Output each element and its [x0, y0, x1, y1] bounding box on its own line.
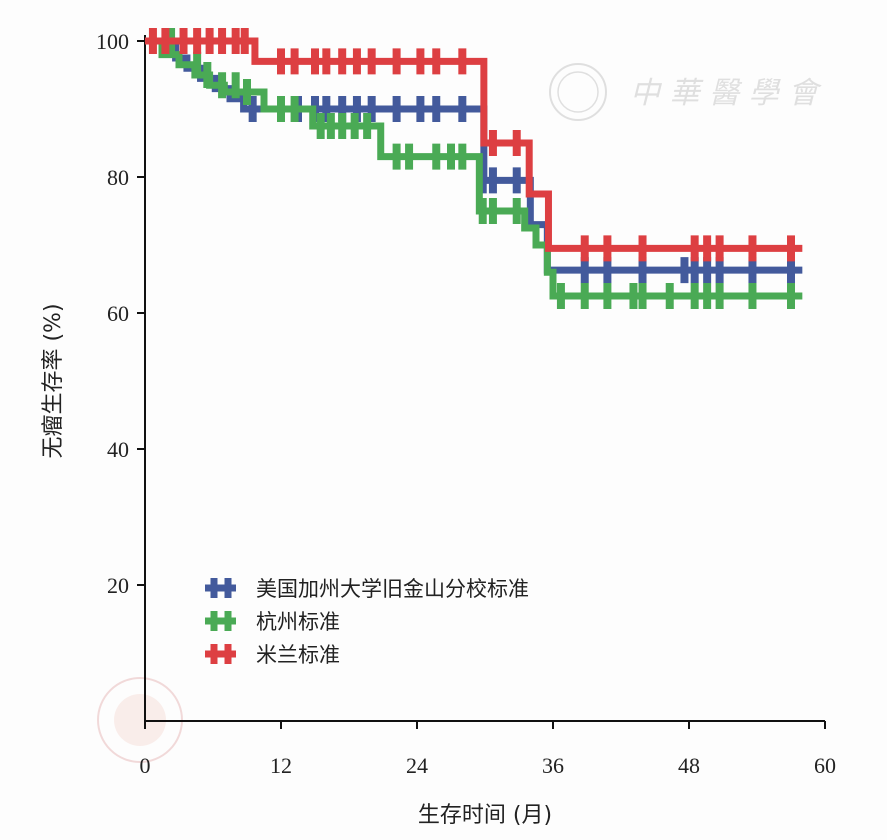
watermark-logo: 中 華 醫 學 會: [97, 63, 822, 763]
survival-curve: [145, 37, 803, 252]
x-tick-label: 0: [140, 753, 151, 778]
x-tick-label: 12: [270, 753, 292, 778]
legend-swatch: [205, 611, 236, 631]
legend-label: 杭州标准: [256, 610, 340, 634]
axes: 0 12 24 36 48 60 20 40 60 80 100: [96, 29, 836, 778]
series-2: [145, 28, 803, 262]
svg-text:中 華 醫 學 會: 中 華 醫 學 會: [630, 76, 822, 111]
x-axis-label: 生存时间 (月): [418, 803, 552, 828]
survival-curve: [145, 37, 803, 300]
legend-swatch: [205, 578, 236, 598]
y-tick-label: 60: [107, 301, 129, 326]
legend-label: 米兰标准: [256, 643, 340, 667]
legend-label: 美国加州大学旧金山分校标准: [256, 577, 529, 601]
x-tick-label: 36: [542, 753, 564, 778]
x-tick-label: 60: [814, 753, 836, 778]
legend-swatch: [205, 644, 236, 664]
y-tick-label: 100: [96, 29, 129, 54]
series-layer: [145, 28, 803, 309]
y-tick-label: 40: [107, 437, 129, 462]
series-1: [145, 28, 803, 309]
y-tick-label: 20: [107, 573, 129, 598]
y-axis-label: 无瘤生存率 (%): [41, 303, 66, 458]
x-tick-label: 48: [678, 753, 700, 778]
x-tick-label: 24: [406, 753, 428, 778]
y-tick-label: 80: [107, 165, 129, 190]
